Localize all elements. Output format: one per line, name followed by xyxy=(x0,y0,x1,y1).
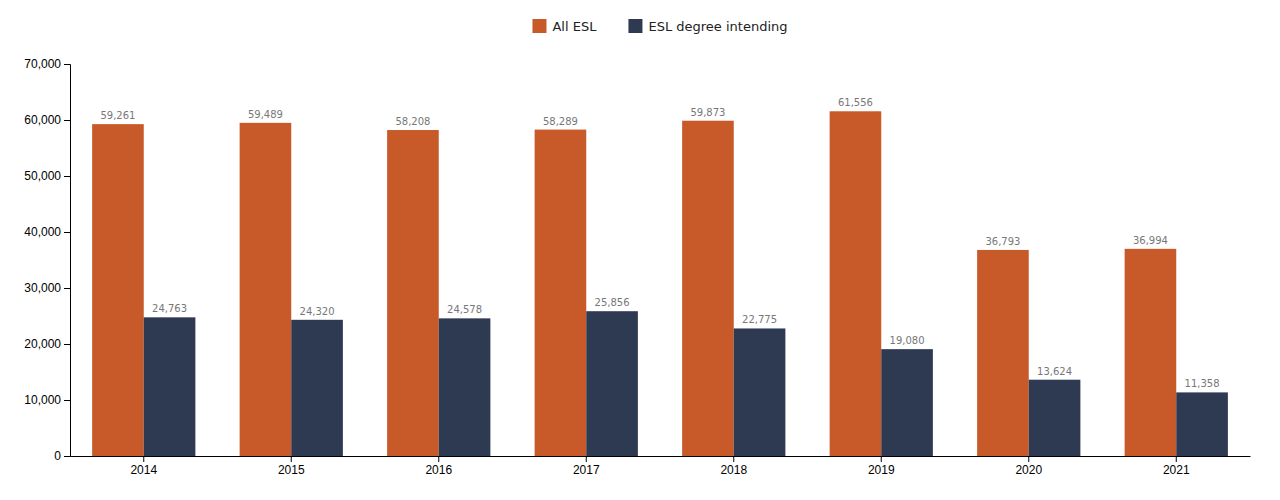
x-tick: 2019 xyxy=(868,456,895,477)
bar xyxy=(586,311,638,456)
x-tick-mark xyxy=(143,456,144,462)
legend-label: All ESL xyxy=(552,19,597,34)
x-tick-label: 2017 xyxy=(573,463,600,477)
bar xyxy=(734,328,786,456)
bar xyxy=(535,130,587,456)
y-tick-mark xyxy=(64,64,70,65)
x-tick-label: 2018 xyxy=(720,463,747,477)
y-tick: 0 xyxy=(54,449,70,463)
y-tick: 20,000 xyxy=(24,337,70,351)
bars xyxy=(92,111,1228,456)
data-label: 36,994 xyxy=(1133,235,1168,246)
legend-label: ESL degree intending xyxy=(648,19,787,34)
bar xyxy=(1176,392,1228,456)
y-axis: 0 10,000 20,000 30,000 40,000 50,000 60,000 70,… xyxy=(24,57,70,463)
y-tick: 70,000 xyxy=(24,57,70,71)
chart: 0 10,000 20,000 30,000 40,000 50,000 60,000 70,… xyxy=(0,0,1280,500)
data-label: 11,358 xyxy=(1185,378,1220,389)
data-label: 13,624 xyxy=(1037,366,1072,377)
y-tick-label: 10,000 xyxy=(24,393,61,407)
x-tick-label: 2015 xyxy=(278,463,305,477)
bar xyxy=(144,317,196,456)
legend-swatch xyxy=(532,19,546,33)
data-label: 59,261 xyxy=(100,110,135,121)
x-tick: 2016 xyxy=(425,456,452,477)
x-tick-mark xyxy=(881,456,882,462)
y-tick-mark xyxy=(64,120,70,121)
data-label: 61,556 xyxy=(838,97,873,108)
data-label: 25,856 xyxy=(595,297,630,308)
y-tick: 10,000 xyxy=(24,393,70,407)
legend: All ESL ESL degree intending xyxy=(532,19,787,34)
y-tick-label: 20,000 xyxy=(24,337,61,351)
bar xyxy=(977,250,1029,456)
y-tick-label: 50,000 xyxy=(24,169,61,183)
data-label: 58,289 xyxy=(543,116,578,127)
data-label: 24,763 xyxy=(152,303,187,314)
bar xyxy=(881,349,933,456)
x-tick-mark xyxy=(733,456,734,462)
y-tick-mark xyxy=(64,400,70,401)
x-tick: 2020 xyxy=(1015,456,1042,477)
x-tick: 2015 xyxy=(278,456,305,477)
x-tick-mark xyxy=(1176,456,1177,462)
x-tick: 2014 xyxy=(130,456,157,477)
y-tick-label: 60,000 xyxy=(24,113,61,127)
y-tick: 30,000 xyxy=(24,281,70,295)
y-tick-mark xyxy=(64,456,70,457)
data-label: 22,775 xyxy=(742,314,777,325)
data-label: 59,489 xyxy=(248,109,283,120)
data-label: 58,208 xyxy=(395,116,430,127)
legend-item: ESL degree intending xyxy=(628,19,787,34)
bar xyxy=(387,130,439,456)
bar xyxy=(682,121,734,456)
x-tick-label: 2020 xyxy=(1015,463,1042,477)
x-tick-mark xyxy=(1028,456,1029,462)
legend-item: All ESL xyxy=(532,19,597,34)
y-axis-line xyxy=(64,65,71,457)
x-axis: 2014 2015 2016 2017 2018 2019 2020 2021 xyxy=(71,456,1251,477)
data-label: 19,080 xyxy=(890,335,925,346)
data-label: 59,873 xyxy=(690,107,725,118)
bar xyxy=(1125,249,1177,456)
x-tick-label: 2019 xyxy=(868,463,895,477)
x-tick-mark xyxy=(291,456,292,462)
legend-swatch xyxy=(628,19,642,33)
y-tick-label: 0 xyxy=(54,449,61,463)
data-label: 36,793 xyxy=(985,236,1020,247)
y-tick-label: 40,000 xyxy=(24,225,61,239)
y-tick-mark xyxy=(64,232,70,233)
bar xyxy=(291,320,343,456)
plot: 0 10,000 20,000 30,000 40,000 50,000 60,000 70,… xyxy=(24,57,1250,476)
bar xyxy=(1029,380,1081,456)
y-tick-mark xyxy=(64,288,70,289)
x-tick: 2018 xyxy=(720,456,747,477)
x-tick-label: 2016 xyxy=(425,463,452,477)
data-label: 24,578 xyxy=(447,304,482,315)
y-tick-label: 70,000 xyxy=(24,57,61,71)
data-labels: 59,261 59,489 58,208 58,289 59,873 61,556 36,7… xyxy=(100,97,1219,389)
x-tick-label: 2021 xyxy=(1163,463,1190,477)
data-label: 24,320 xyxy=(300,306,335,317)
bar xyxy=(830,111,882,456)
y-tick: 60,000 xyxy=(24,113,70,127)
bar xyxy=(92,124,144,456)
y-tick-mark xyxy=(64,176,70,177)
y-tick-label: 30,000 xyxy=(24,281,61,295)
bar xyxy=(240,123,292,456)
y-tick: 50,000 xyxy=(24,169,70,183)
x-tick: 2017 xyxy=(573,456,600,477)
x-tick-mark xyxy=(586,456,587,462)
bar xyxy=(439,318,491,456)
x-tick-mark xyxy=(438,456,439,462)
x-axis-line xyxy=(71,456,1251,457)
x-tick: 2021 xyxy=(1163,456,1190,477)
y-tick-mark xyxy=(64,344,70,345)
y-tick: 40,000 xyxy=(24,225,70,239)
x-tick-label: 2014 xyxy=(130,463,157,477)
